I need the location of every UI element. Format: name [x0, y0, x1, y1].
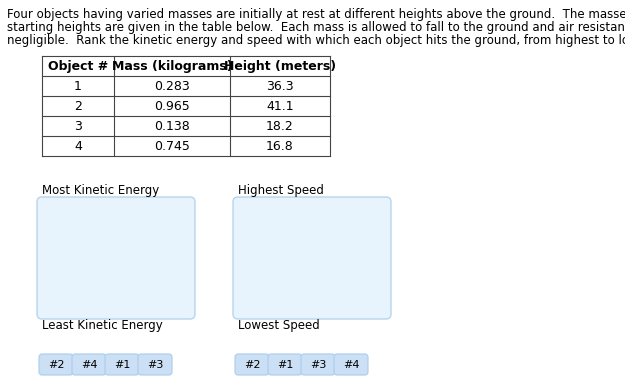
Text: Height (meters): Height (meters)	[224, 60, 336, 73]
Text: 2: 2	[74, 100, 82, 113]
Text: 36.3: 36.3	[266, 80, 294, 93]
FancyBboxPatch shape	[138, 354, 172, 375]
Text: Object #: Object #	[48, 60, 108, 73]
Text: #1: #1	[277, 359, 293, 370]
Text: 0.138: 0.138	[154, 120, 190, 132]
Text: Most Kinetic Energy: Most Kinetic Energy	[42, 184, 159, 197]
FancyBboxPatch shape	[233, 197, 391, 319]
FancyBboxPatch shape	[105, 354, 139, 375]
Text: Highest Speed: Highest Speed	[238, 184, 324, 197]
Text: #2: #2	[244, 359, 260, 370]
Text: Lowest Speed: Lowest Speed	[238, 319, 320, 332]
Text: 0.745: 0.745	[154, 140, 190, 152]
FancyBboxPatch shape	[235, 354, 269, 375]
Text: #2: #2	[48, 359, 64, 370]
Text: Least Kinetic Energy: Least Kinetic Energy	[42, 319, 162, 332]
Text: #3: #3	[147, 359, 163, 370]
FancyBboxPatch shape	[72, 354, 106, 375]
Text: 1: 1	[74, 80, 82, 93]
Text: #4: #4	[81, 359, 98, 370]
Text: 41.1: 41.1	[266, 100, 294, 113]
FancyBboxPatch shape	[301, 354, 335, 375]
Text: 4: 4	[74, 140, 82, 152]
Text: 0.283: 0.283	[154, 80, 190, 93]
Text: #4: #4	[342, 359, 359, 370]
Text: 18.2: 18.2	[266, 120, 294, 132]
Text: #1: #1	[114, 359, 130, 370]
FancyBboxPatch shape	[268, 354, 302, 375]
Text: #3: #3	[310, 359, 326, 370]
Text: 0.965: 0.965	[154, 100, 190, 113]
Text: Mass (kilograms): Mass (kilograms)	[112, 60, 232, 73]
Text: starting heights are given in the table below.  Each mass is allowed to fall to : starting heights are given in the table …	[7, 21, 625, 34]
Text: negligible.  Rank the kinetic energy and speed with which each object hits the g: negligible. Rank the kinetic energy and …	[7, 34, 625, 47]
FancyBboxPatch shape	[39, 354, 73, 375]
Text: 16.8: 16.8	[266, 140, 294, 152]
Text: 3: 3	[74, 120, 82, 132]
FancyBboxPatch shape	[37, 197, 195, 319]
Text: Four objects having varied masses are initially at rest at different heights abo: Four objects having varied masses are in…	[7, 8, 625, 21]
FancyBboxPatch shape	[334, 354, 368, 375]
